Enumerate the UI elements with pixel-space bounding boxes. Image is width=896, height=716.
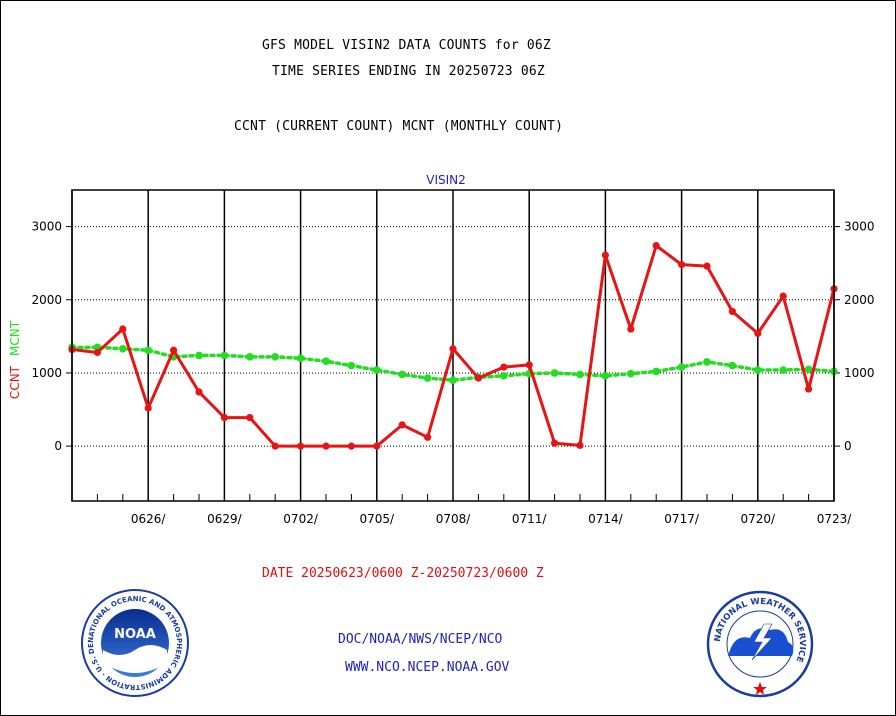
data-point-mcnt — [601, 372, 610, 380]
panel-title: VISIN2 — [426, 173, 466, 187]
data-point-ccnt — [728, 307, 737, 316]
x-tick-label: 0629/ — [207, 512, 243, 526]
axis-labels: 0 0 1000 1000 2000 2000 3000 3000 0626/0629/0702… — [31, 220, 874, 526]
noaa-logo: NATIONAL OCEANIC AND ATMOSPHERIC ADMINIS… — [77, 582, 190, 698]
data-point-ccnt — [220, 413, 228, 422]
plot-area — [71, 189, 835, 502]
data-point-mcnt — [804, 365, 813, 374]
svg-text:CCNTMCNT: CCNT MCNT — [8, 320, 22, 399]
data-point-ccnt — [398, 421, 406, 429]
data-point-ccnt — [805, 385, 813, 393]
x-tick-label: 0705/ — [360, 512, 396, 526]
data-point-mcnt — [423, 374, 432, 382]
y-axis-title: CCNT MCNT — [8, 320, 22, 399]
data-point-mcnt — [677, 363, 686, 371]
data-point-ccnt — [652, 242, 660, 250]
data-point-ccnt — [119, 325, 127, 333]
org-path-link[interactable]: DOC/NOAA/NWS/NCEP/NCO — [338, 632, 503, 647]
data-point-ccnt — [424, 433, 432, 441]
y-tick-label: 2000 — [844, 293, 875, 307]
data-point-ccnt — [271, 442, 279, 450]
data-point-mcnt — [550, 369, 559, 377]
y-tick-label: 3000 — [31, 220, 62, 234]
data-point-ccnt — [246, 413, 254, 422]
x-tick-label: 0702/ — [283, 512, 319, 526]
data-point-ccnt — [525, 361, 533, 369]
x-tick-label: 0714/ — [588, 512, 624, 526]
y-tick-label: 2000 — [31, 293, 62, 307]
x-tick-label: 0626/ — [131, 512, 167, 526]
chart-title-line2: TIME SERIES ENDING IN 20250723 06Z — [272, 64, 545, 79]
svg-text:NOAA: NOAA — [114, 627, 156, 642]
data-point-mcnt — [500, 372, 508, 380]
data-point-mcnt — [271, 353, 280, 361]
data-point-mcnt — [322, 357, 330, 366]
data-point-mcnt — [627, 369, 635, 378]
data-point-mcnt — [373, 366, 381, 374]
date-range-label: DATE 20250623/0600 Z-20250723/0600 Z — [262, 566, 544, 581]
data-point-ccnt — [449, 345, 457, 353]
data-point-mcnt — [576, 370, 584, 379]
data-point-ccnt — [373, 442, 381, 450]
data-point-ccnt — [297, 442, 305, 450]
data-point-mcnt — [220, 351, 229, 360]
data-point-ccnt — [347, 442, 355, 450]
data-point-mcnt — [144, 346, 152, 355]
y-label-ccnt: CCNT — [8, 365, 22, 399]
data-point-ccnt — [144, 404, 152, 412]
data-point-ccnt — [678, 261, 686, 269]
y-tick-label: 0 — [54, 439, 62, 453]
data-point-mcnt — [246, 353, 254, 361]
x-tick-label: 0708/ — [436, 512, 472, 526]
data-point-ccnt — [779, 292, 787, 300]
data-point-ccnt — [195, 388, 203, 396]
data-point-mcnt — [703, 358, 711, 366]
chart-title-line1: GFS MODEL VISIN2 DATA COUNTS for 06Z — [262, 38, 551, 53]
data-point-ccnt — [754, 329, 762, 338]
legend-description: CCNT (CURRENT COUNT) MCNT (MONTHLY COUNT… — [234, 119, 564, 134]
x-tick-label: 0723/ — [817, 512, 853, 526]
series-ccnt — [68, 242, 838, 450]
data-point-ccnt — [601, 251, 610, 259]
website-link[interactable]: WWW.NCO.NCEP.NOAA.GOV — [345, 660, 510, 675]
data-point-ccnt — [322, 442, 330, 450]
data-point-mcnt — [347, 361, 356, 370]
x-tick-label: 0717/ — [664, 512, 700, 526]
data-point-ccnt — [500, 363, 508, 371]
data-point-mcnt — [779, 366, 787, 374]
data-point-ccnt — [474, 374, 482, 382]
x-tick-label: 0720/ — [741, 512, 777, 526]
data-point-mcnt — [195, 351, 203, 360]
data-point-ccnt — [703, 262, 711, 270]
series-layer — [68, 242, 838, 450]
data-point-ccnt — [93, 348, 101, 357]
y-tick-label: 3000 — [844, 220, 875, 234]
x-tick-label: 0711/ — [512, 512, 548, 526]
data-point-ccnt — [576, 441, 584, 449]
y-tick-label: 0 — [844, 439, 852, 453]
data-point-ccnt — [627, 325, 635, 333]
data-point-mcnt — [398, 370, 407, 379]
data-point-mcnt — [449, 376, 457, 385]
data-point-ccnt — [551, 439, 559, 447]
data-point-mcnt — [652, 367, 660, 376]
nws-logo: NATIONAL WEATHER SERVICE — [706, 590, 814, 698]
y-label-mcnt: MCNT — [8, 320, 22, 356]
y-tick-label: 1000 — [31, 366, 62, 380]
data-point-mcnt — [119, 344, 127, 353]
data-point-mcnt — [754, 366, 762, 374]
y-tick-label: 1000 — [844, 366, 875, 380]
data-point-mcnt — [296, 354, 305, 363]
data-point-ccnt — [170, 346, 178, 354]
data-point-mcnt — [728, 361, 737, 370]
